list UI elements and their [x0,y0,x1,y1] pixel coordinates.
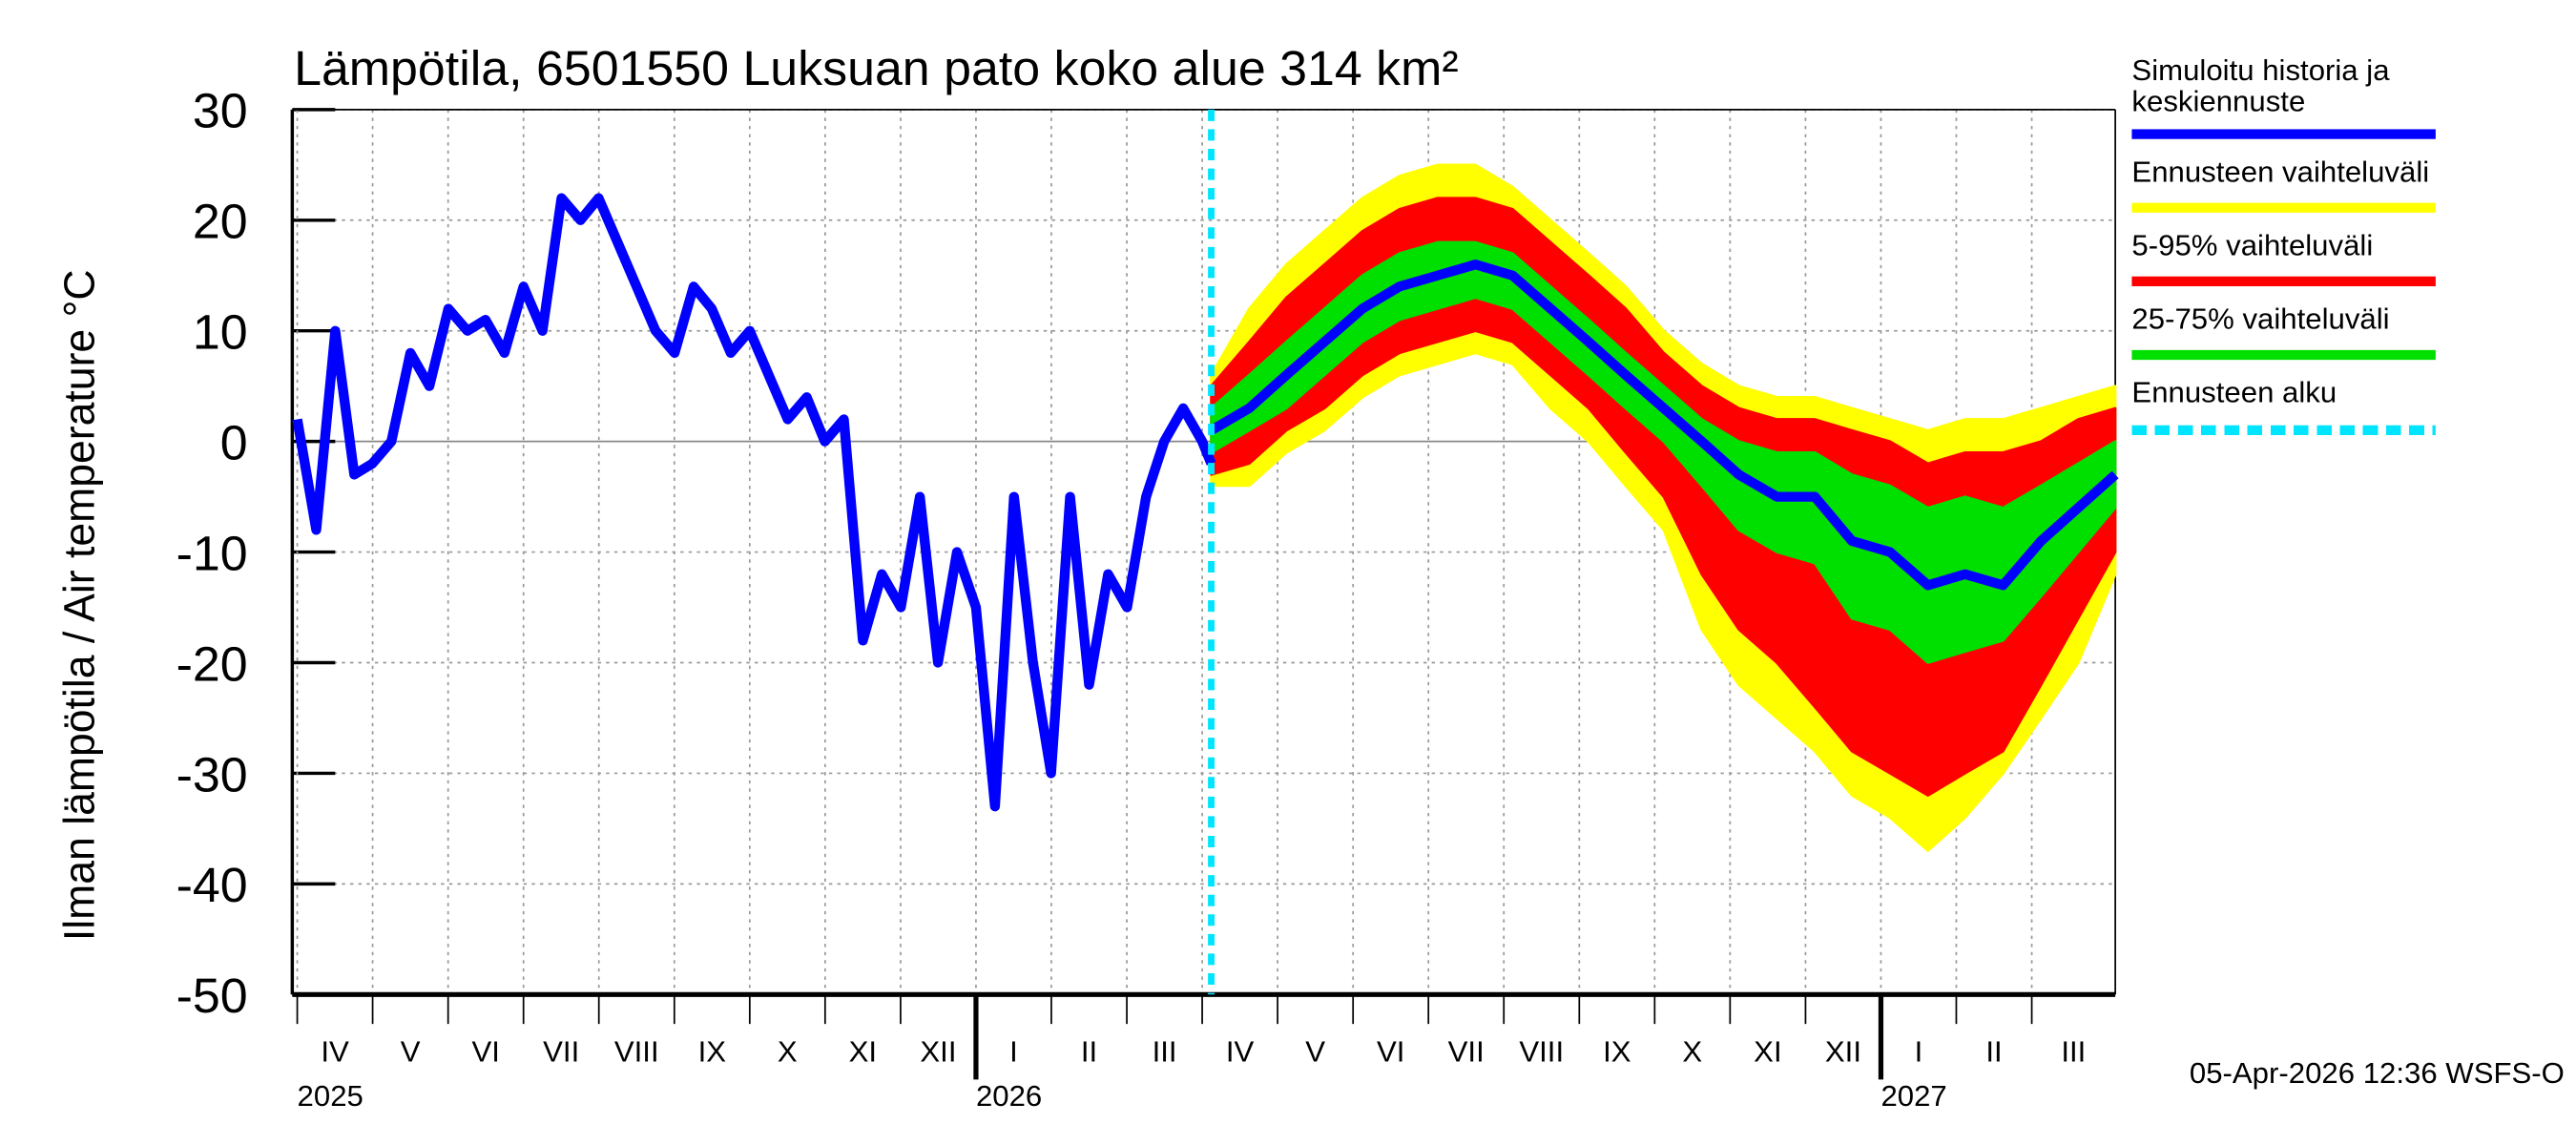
x-tick-label: IX [698,1035,727,1069]
x-tick-label: XII [920,1035,956,1069]
x-tick-label: XI [1754,1035,1781,1069]
y-tick-label: -40 [177,857,248,912]
y-tick-label: -50 [177,968,248,1023]
legend-swatch [2131,129,2436,139]
x-tick-label: XI [849,1035,877,1069]
x-tick-label: X [1682,1035,1702,1069]
history-line [292,193,1216,812]
median-line [1208,260,2119,591]
x-tick-label: I [1009,1035,1018,1069]
y-tick-label: 20 [193,194,248,249]
x-tick-label: III [2061,1035,2086,1069]
x-tick-label: X [778,1035,798,1069]
x-tick-label: VIII [1519,1035,1564,1069]
y-tick-label: -30 [177,747,248,802]
footer: 05-Apr-2026 12:36 WSFS-O [2190,1056,2565,1090]
year-label: 2025 [298,1079,364,1113]
forecast-band [1210,197,2117,797]
x-tick-label: IX [1603,1035,1631,1069]
x-tick-label: I [1915,1035,1923,1069]
x-tick-label: XII [1825,1035,1861,1069]
year-label: 2027 [1880,1079,1946,1113]
year-label: 2026 [976,1079,1042,1113]
x-tick-label: VII [1448,1035,1485,1069]
legend-swatch [2131,425,2436,436]
x-tick-label: VI [471,1035,499,1069]
x-tick-label: VIII [614,1035,659,1069]
y-tick-label: -10 [177,526,248,581]
legend-label: Ennusteen alku [2131,376,2337,409]
y-tick-label: 30 [193,83,248,138]
y-tick-label: -20 [177,636,248,692]
x-tick-label: VII [543,1035,579,1069]
legend-swatch [2131,349,2436,361]
y-tick-label: 0 [220,415,248,470]
x-tick-label: IV [1226,1035,1255,1069]
legend-label: Simuloitu historia ja keskiennuste [2131,53,2390,118]
legend-swatch [2131,202,2436,213]
y-axis-label: Ilman lämpötila / Air temperature °C [55,269,103,941]
x-tick-label: V [401,1035,421,1069]
legend-label: Ennusteen vaihteluväli [2131,155,2430,189]
x-tick-label: III [1153,1035,1177,1069]
x-tick-label: VI [1377,1035,1404,1069]
chart-title: Lämpötila, 6501550 Luksuan pato koko alu… [294,40,1459,95]
y-tick-label: 10 [193,304,248,360]
legend-label: 5-95% vaihteluväli [2131,229,2374,262]
x-tick-label: IV [321,1035,349,1069]
x-tick-label: II [1081,1035,1097,1069]
legend-swatch [2131,276,2436,287]
x-tick-label: II [1985,1035,2002,1069]
x-tick-label: V [1305,1035,1325,1069]
legend-label: 25-75% vaihteluväli [2131,302,2390,336]
